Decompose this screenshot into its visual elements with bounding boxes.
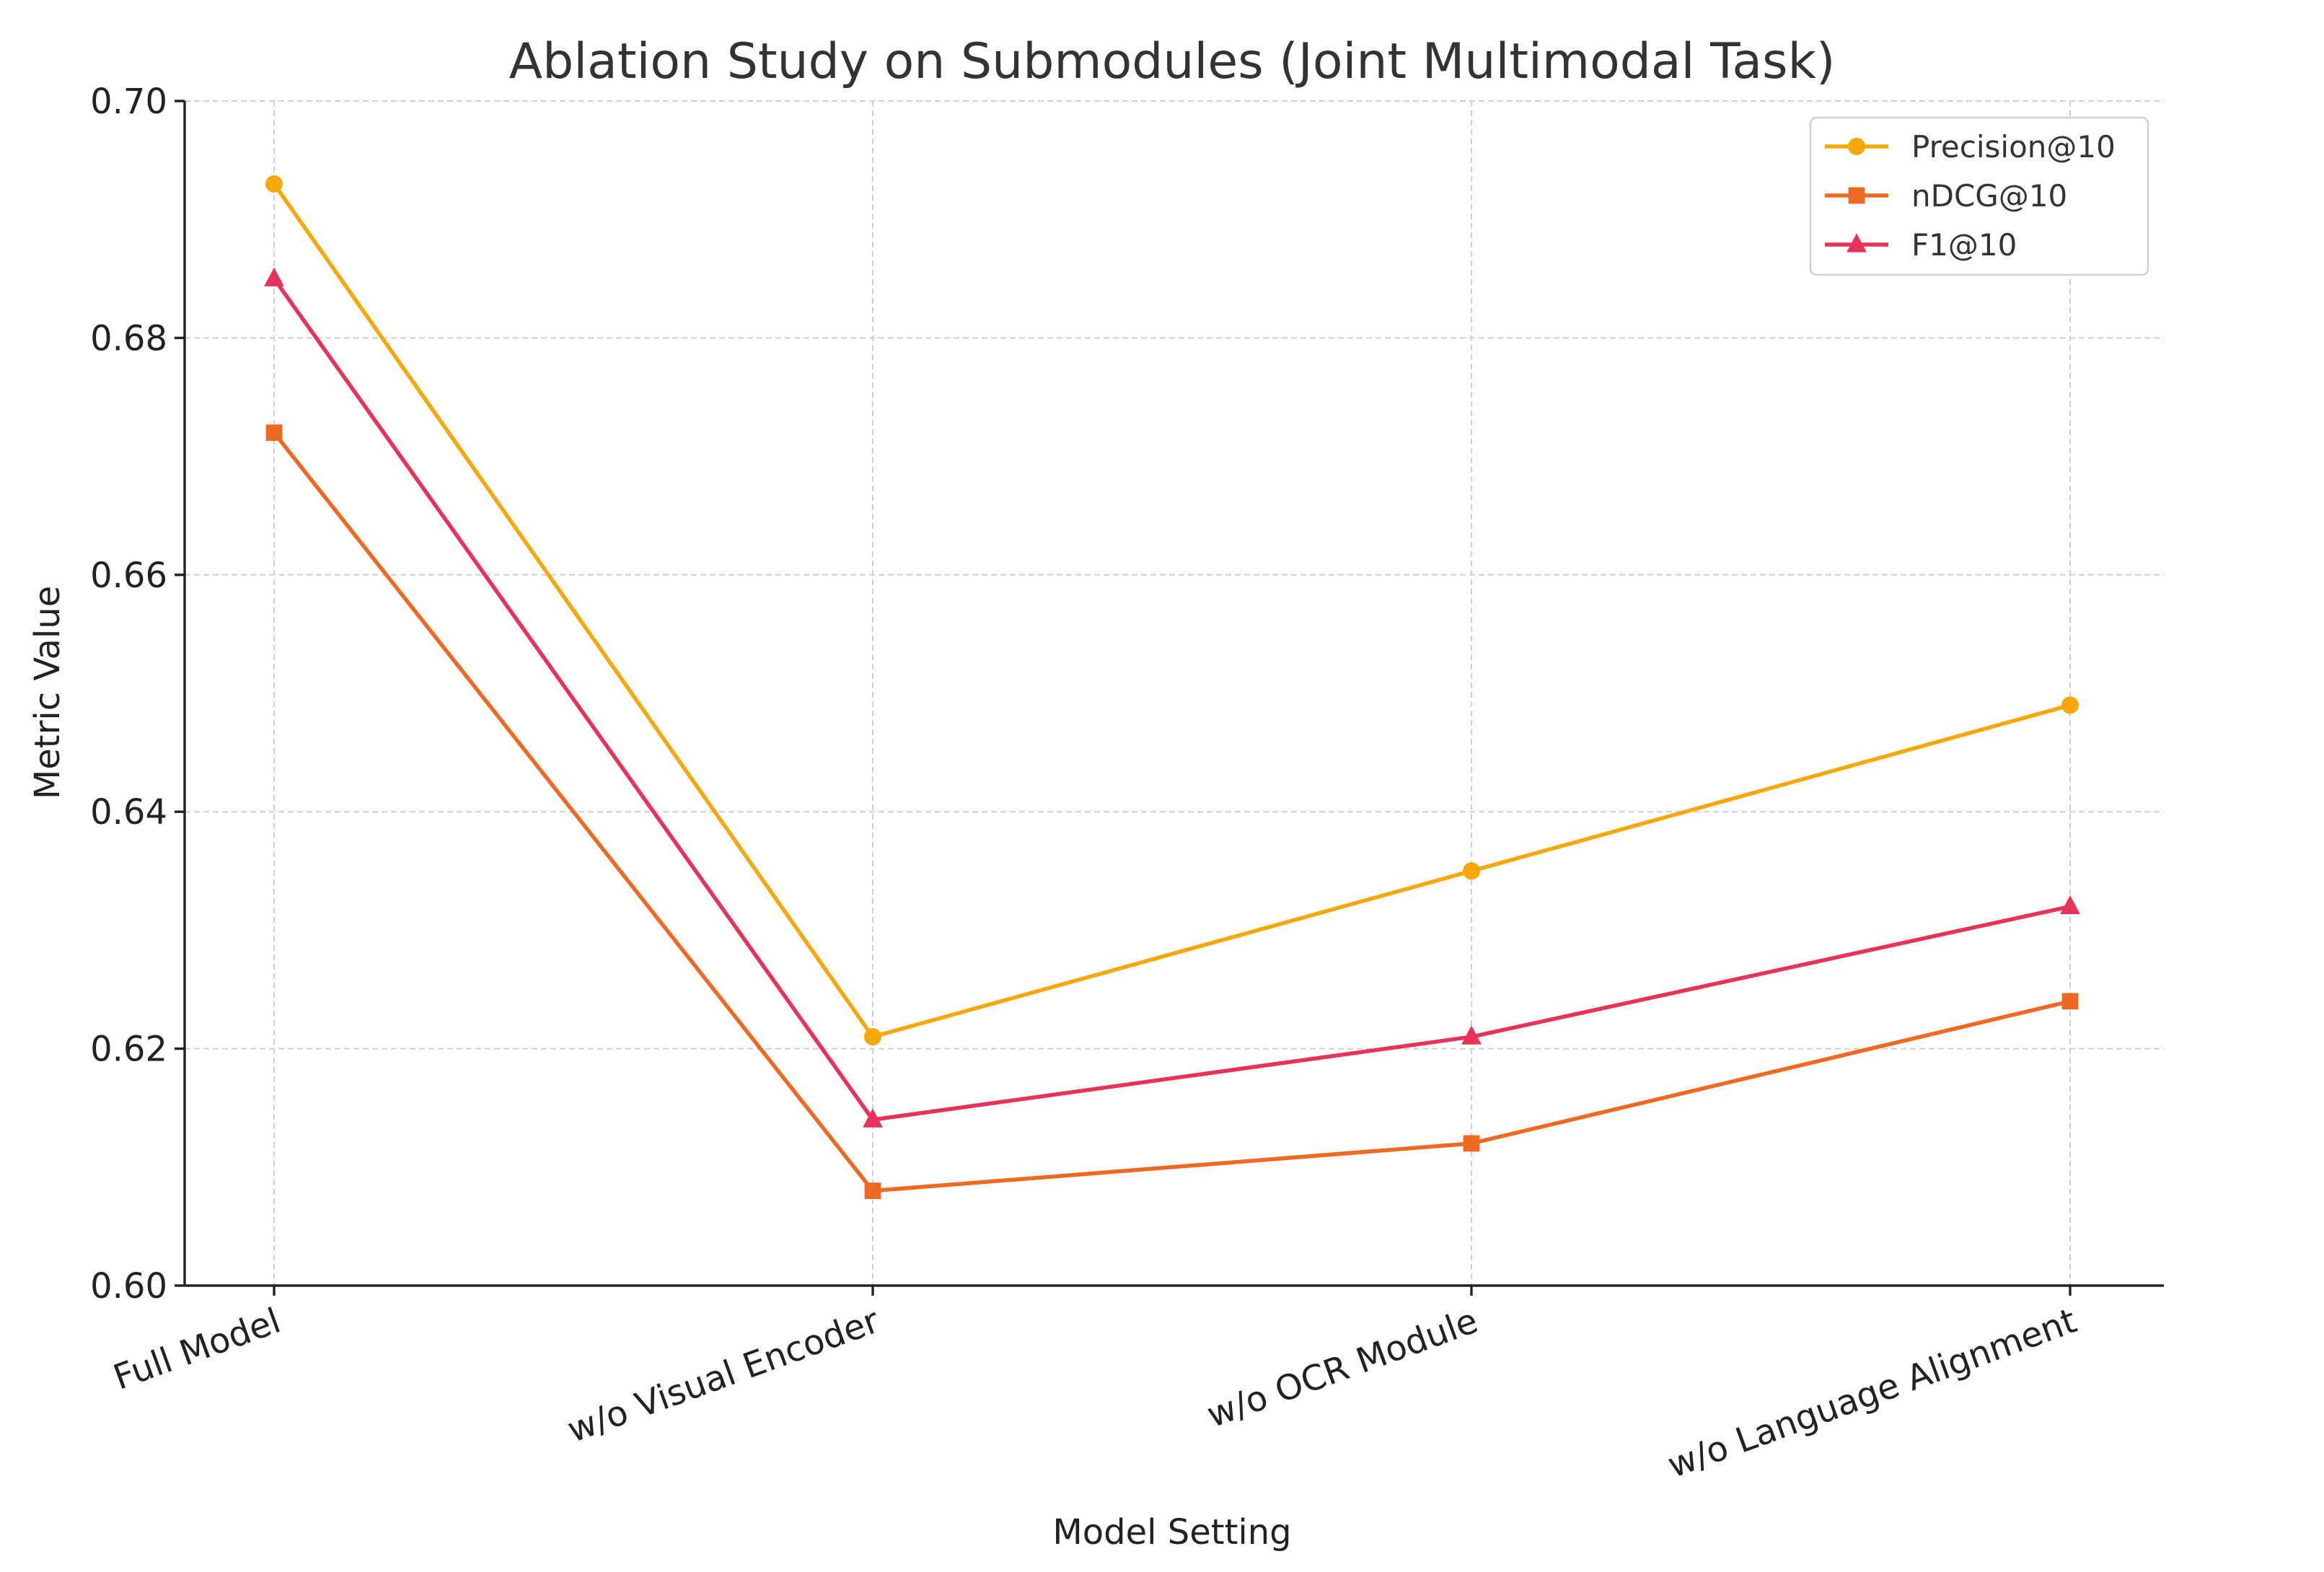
y-tick-label: 0.60 [90, 1266, 167, 1307]
chart-title: Ablation Study on Submodules (Joint Mult… [509, 33, 1836, 90]
axes: 0.60 0.62 0.64 0.66 0.68 0.70 Full Model w/o Vi… [90, 82, 2164, 1486]
x-axis-title: Model Setting [1052, 1512, 1291, 1553]
data-point [1463, 862, 1480, 880]
legend-frame [1809, 116, 2149, 276]
data-point [265, 424, 283, 442]
series-line [272, 276, 2072, 1122]
x-tick-label: w/o Language Alignment [1663, 1301, 2082, 1486]
series-layer [264, 175, 2080, 1200]
legend-marker [1848, 187, 1865, 204]
legend-label: F1@10 [1911, 227, 2017, 263]
data-point [2061, 993, 2079, 1010]
legend-marker [1848, 138, 1865, 155]
data-point [864, 1028, 881, 1046]
data-point [2060, 895, 2080, 915]
legend-item: Precision@10 [1825, 129, 2116, 164]
series-line [272, 182, 2072, 1039]
y-tick-label: 0.66 [90, 556, 167, 596]
data-point [863, 1108, 883, 1128]
x-tick-label: w/o Visual Encoder [563, 1301, 885, 1451]
data-point [1463, 1135, 1480, 1152]
y-tick-label: 0.70 [90, 82, 167, 122]
legend-item: nDCG@10 [1825, 178, 2067, 214]
y-tick-label: 0.64 [90, 792, 167, 833]
series-precision-10 [265, 175, 2079, 1046]
data-point [2061, 696, 2079, 714]
y-tick-label: 0.62 [90, 1029, 167, 1070]
series-ndcg-10 [265, 424, 2079, 1200]
grid-lines [185, 100, 2164, 1286]
data-point [1461, 1025, 1482, 1045]
data-point [265, 175, 283, 193]
x-tick-label: w/o OCR Module [1202, 1301, 1483, 1436]
legend-label: Precision@10 [1911, 129, 2116, 164]
series-line [272, 431, 2072, 1193]
y-tick-label: 0.68 [90, 318, 167, 359]
legend-marker [1847, 233, 1867, 253]
x-tick-label: Full Model [108, 1301, 286, 1398]
legend: Precision@10 nDCG@10 F1@10 [1809, 116, 2149, 276]
data-point [864, 1182, 881, 1200]
series-f1-10 [264, 267, 2080, 1128]
legend-label: nDCG@10 [1911, 178, 2067, 214]
legend-item: F1@10 [1825, 227, 2017, 263]
y-axis-title: Metric Value [27, 586, 68, 799]
data-point [264, 267, 284, 286]
